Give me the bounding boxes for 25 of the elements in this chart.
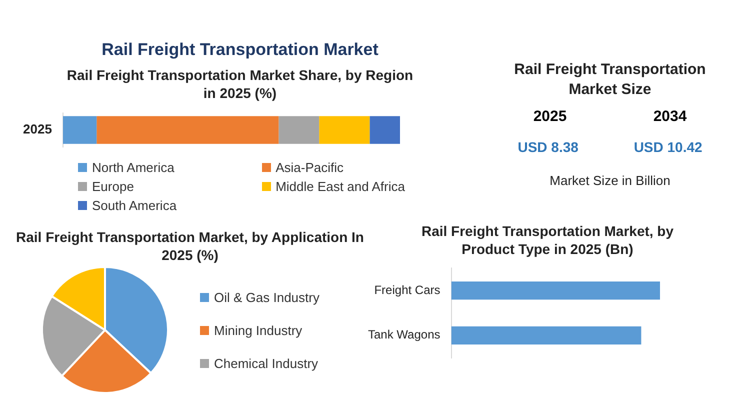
chart-title: Rail Freight Transportation Market, by Application In 2025 (%)	[15, 228, 365, 264]
category-label: 2025	[533, 108, 567, 125]
data-label: USD 10.42	[634, 139, 702, 155]
bar	[370, 116, 400, 144]
chart-subtitle: Rail Freight Transportation Market Share, by Region in 2025 (%)	[66, 66, 414, 102]
legend-label: Asia-Pacific	[276, 160, 344, 175]
legend-label: South America	[92, 198, 177, 213]
bar	[319, 116, 370, 144]
chart-title: Rail Freight Transportation Market	[100, 40, 380, 60]
legend-label: Middle East and Africa	[276, 179, 405, 194]
legend-label: Europe	[92, 179, 134, 194]
legend-label: Mining Industry	[214, 322, 302, 338]
y-tick-label: Freight Cars	[374, 282, 440, 297]
text: Market Size in Billion	[548, 173, 672, 188]
legend-label: Chemical Industry	[214, 356, 318, 370]
y-tick-label: Tank Wagons	[368, 328, 440, 342]
chart-title: Rail Freight Transportation Market, by Product Type in 2025 (Bn)	[420, 222, 675, 258]
bar	[278, 116, 320, 144]
legend-label: North America	[92, 160, 174, 175]
bar	[96, 116, 279, 144]
legend-label: Oil & Gas Industry	[214, 290, 320, 304]
text: Rail Freight Transportation Market Size	[513, 60, 707, 100]
category-label: 2034	[653, 108, 687, 125]
bar	[62, 116, 97, 144]
data-label: USD 8.38	[518, 139, 578, 155]
